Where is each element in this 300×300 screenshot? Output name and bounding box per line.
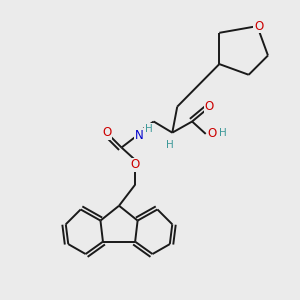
- Text: N: N: [134, 129, 143, 142]
- Text: O: O: [102, 126, 111, 139]
- Text: O: O: [207, 128, 217, 140]
- Text: H: H: [166, 140, 174, 150]
- Text: H: H: [145, 124, 153, 134]
- Text: O: O: [205, 100, 214, 113]
- Text: O: O: [254, 20, 263, 33]
- Text: H: H: [219, 128, 227, 138]
- Text: O: O: [130, 158, 140, 171]
